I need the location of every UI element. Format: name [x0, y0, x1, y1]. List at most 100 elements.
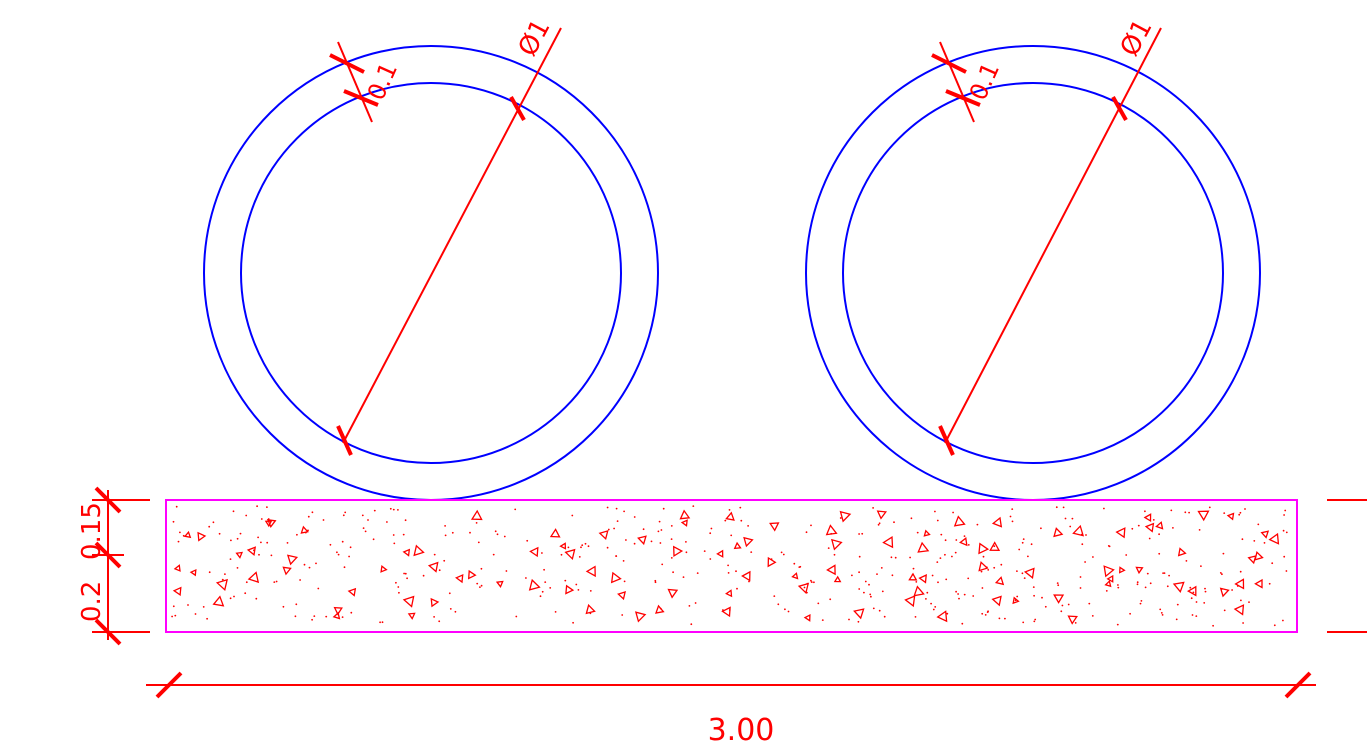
hatch-dot [313, 615, 316, 617]
hatch-dot [475, 522, 478, 524]
hatch-dot [910, 517, 913, 520]
hatch-dot [858, 555, 861, 558]
hatch-dot [880, 567, 883, 569]
hatch-dot [654, 579, 657, 582]
hatch-dot [623, 580, 626, 583]
hatch-dot [229, 597, 232, 600]
hatch-dot [961, 622, 964, 625]
hatch-dot [747, 525, 749, 527]
hatch-dot [397, 586, 400, 588]
hatch-dot [438, 569, 441, 572]
hatch-dot [710, 527, 713, 530]
hatch-dot [350, 611, 353, 614]
hatch-triangle [725, 511, 735, 521]
hatch-triangle [1226, 512, 1235, 521]
hatch-dot [685, 551, 688, 554]
hatch-dot [1166, 585, 1169, 588]
hatch-triangle [797, 582, 810, 595]
hatch-triangle [716, 549, 724, 558]
hatch-triangle [1197, 510, 1210, 522]
hatch-dot [266, 541, 269, 544]
hatch-dot [803, 586, 806, 589]
hatch-dot [660, 529, 663, 531]
hatch-dot [782, 553, 785, 556]
hatch-triangle [830, 538, 843, 551]
hatch-dot [864, 580, 867, 583]
hatch-dot [613, 527, 615, 530]
hatch-dot [931, 574, 934, 577]
hatch-dot [172, 605, 175, 608]
hatch-dot [945, 578, 948, 581]
hatch-dot [206, 617, 209, 620]
hatch-dot [848, 618, 850, 621]
hatch-dot [1018, 548, 1021, 551]
hatch-dot [1116, 623, 1119, 626]
hatch-dot [336, 551, 338, 554]
hatch-dot [688, 605, 691, 607]
hatch-dot [890, 556, 893, 559]
hatch-dot [1084, 561, 1086, 563]
hatch-dot [1056, 582, 1059, 584]
hatch-dot [694, 602, 697, 604]
thickness-tick-mid [94, 541, 122, 569]
hatch-dot [909, 556, 911, 559]
thickness-label-0-2: 0.2 [77, 581, 107, 622]
hatch-dot [799, 565, 802, 568]
hatch-dot [303, 563, 306, 566]
hatch-triangle [918, 574, 927, 584]
hatch-dot [539, 595, 542, 598]
hatch-dot [670, 525, 673, 527]
hatch-triangle [413, 544, 425, 557]
hatch-dot [311, 511, 314, 514]
hatch-dot [1004, 617, 1006, 620]
hatch-dot [329, 543, 332, 546]
hatch-dot [1248, 601, 1250, 603]
hatch-dot [952, 511, 954, 514]
hatch-dot [1021, 572, 1024, 575]
hatch-dot [444, 534, 447, 537]
hatch-triangle [959, 536, 968, 547]
hatch-dot [1022, 621, 1025, 624]
hatch-dot [633, 516, 636, 518]
hatch-dot [967, 544, 970, 546]
hatch-dot [813, 581, 815, 584]
hatch-dot [955, 539, 958, 541]
hatch-dot [851, 574, 853, 577]
hatch-triangle [913, 585, 925, 597]
right-pipe-diameter-label: Ø1 [1115, 15, 1159, 62]
hatch-dot [258, 553, 260, 556]
hatch-dot [1223, 512, 1226, 514]
hatch-dot [344, 511, 347, 514]
hatch-dot [963, 593, 966, 596]
hatch-dot [932, 608, 935, 611]
hatch-dot [257, 536, 259, 539]
hatch-dot [476, 582, 479, 585]
hatch-dot [1146, 572, 1149, 575]
hatch-dot [1064, 517, 1067, 520]
hatch-dot [1185, 560, 1188, 562]
hatch-dot [1071, 517, 1074, 520]
hatch-triangle [332, 611, 341, 620]
hatch-triangle [1268, 532, 1280, 545]
hatch-dot [861, 532, 864, 535]
hatch-dot [244, 592, 247, 595]
hatch-dot [1170, 509, 1173, 512]
hatch-dot [958, 597, 960, 600]
hatch-triangle [1135, 566, 1144, 575]
hatch-triangle [197, 531, 207, 542]
hatch-dot [1195, 601, 1198, 603]
hatch-dot [984, 614, 987, 616]
hatch-dot [777, 603, 780, 606]
hatch-dot [622, 560, 625, 562]
hatch-dot [670, 538, 673, 540]
hatch-triangle [637, 535, 647, 546]
hatch-dot [174, 614, 177, 617]
hatch-dot [172, 520, 175, 523]
left-pipe: Ø1 0.1 [203, 15, 659, 501]
left-pipe-wall-tick-outer [329, 53, 365, 74]
hatch-dot [1032, 586, 1035, 588]
hatch-dot [1117, 584, 1119, 586]
hatch-dot [944, 553, 946, 556]
hatch-dot [1222, 552, 1225, 555]
